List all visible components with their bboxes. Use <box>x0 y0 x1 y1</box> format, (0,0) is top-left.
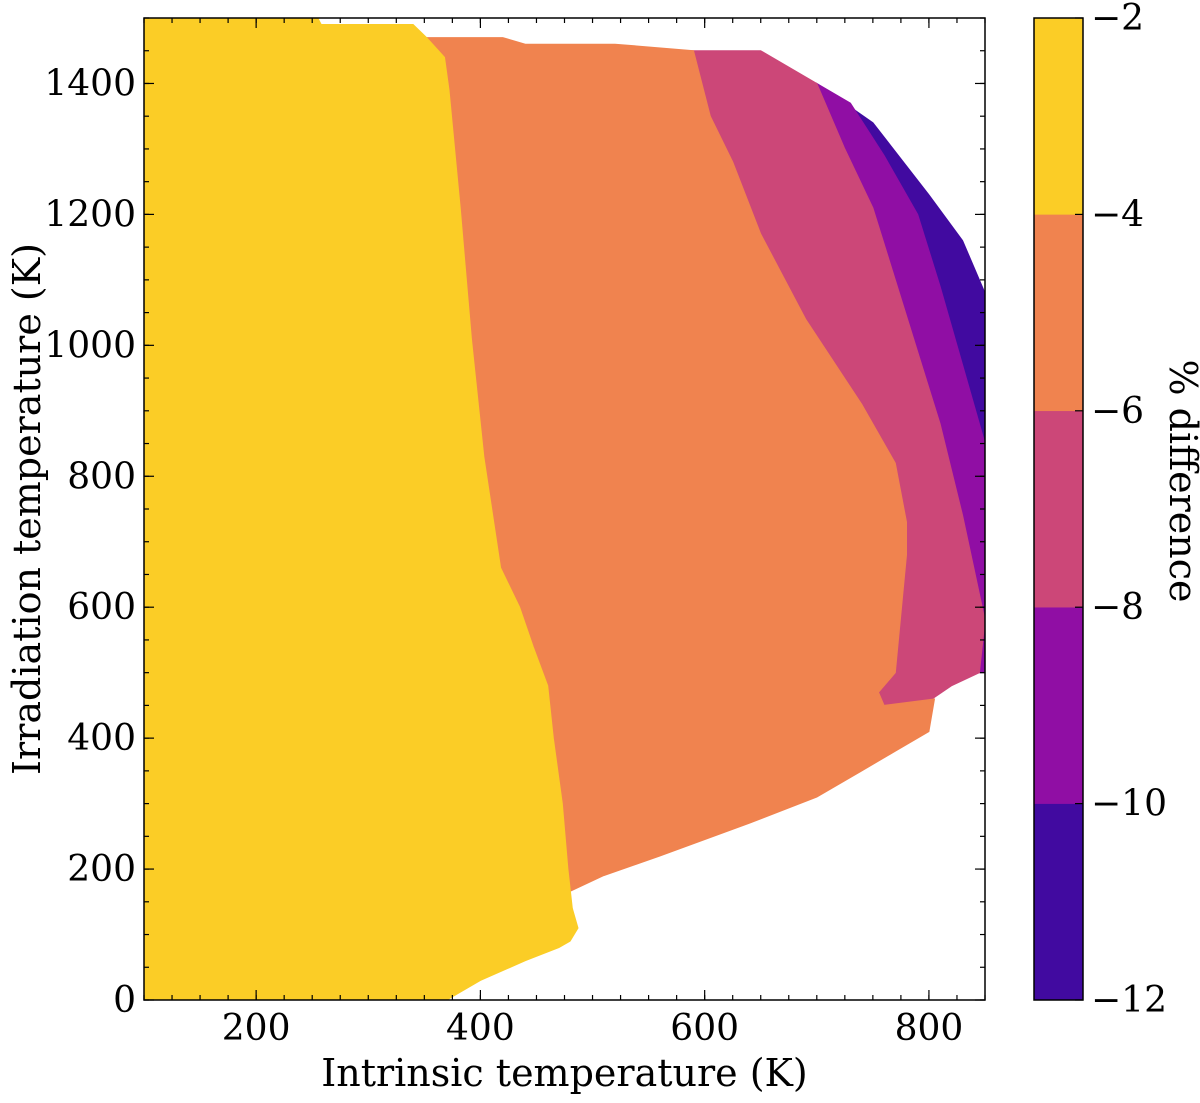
colorbar-frame <box>1033 17 1084 1001</box>
colorbar-band-1 <box>1033 803 1084 1001</box>
colorbar-tick-label: −6 <box>1091 391 1144 432</box>
colorbar-band-2 <box>1033 606 1084 804</box>
colorbar-band-4 <box>1033 214 1084 412</box>
colorbar-tick-label: −10 <box>1091 784 1167 825</box>
x-tick-label: 200 <box>222 1008 291 1049</box>
y-tick-label: 1000 <box>44 325 136 366</box>
colorbar-tick-label: −4 <box>1091 194 1144 235</box>
y-tick-label: 1400 <box>44 63 136 104</box>
colorbar-band-5 <box>1033 17 1084 215</box>
x-tick-label: 400 <box>446 1008 515 1049</box>
colorbar: −2 −4 −6 −8 −10 −12 <box>1033 0 1167 1021</box>
y-tick-label: 1200 <box>44 194 136 235</box>
x-tick-label: 800 <box>895 1008 964 1049</box>
colorbar-tick-label: −8 <box>1091 587 1144 628</box>
y-axis-title: Irradiation temperature (K) <box>5 243 49 775</box>
axis-ticks: 200 400 600 800 0 200 400 600 800 1000 1200 1400 <box>44 17 986 1049</box>
y-tick-label: 400 <box>67 718 136 759</box>
x-tick-label: 600 <box>670 1008 739 1049</box>
contour-regions <box>144 18 985 1000</box>
y-tick-label: 0 <box>113 980 136 1021</box>
colorbar-tick-label: −2 <box>1091 0 1144 39</box>
contour-region-5 <box>144 18 579 1000</box>
y-tick-label: 200 <box>67 849 136 890</box>
colorbar-band-3 <box>1033 410 1084 608</box>
x-axis-title: Intrinsic temperature (K) <box>321 1051 808 1095</box>
y-tick-label: 600 <box>67 587 136 628</box>
colorbar-label: % difference <box>1161 359 1200 602</box>
colorbar-tick-label: −12 <box>1091 980 1167 1021</box>
y-tick-label: 800 <box>67 456 136 497</box>
